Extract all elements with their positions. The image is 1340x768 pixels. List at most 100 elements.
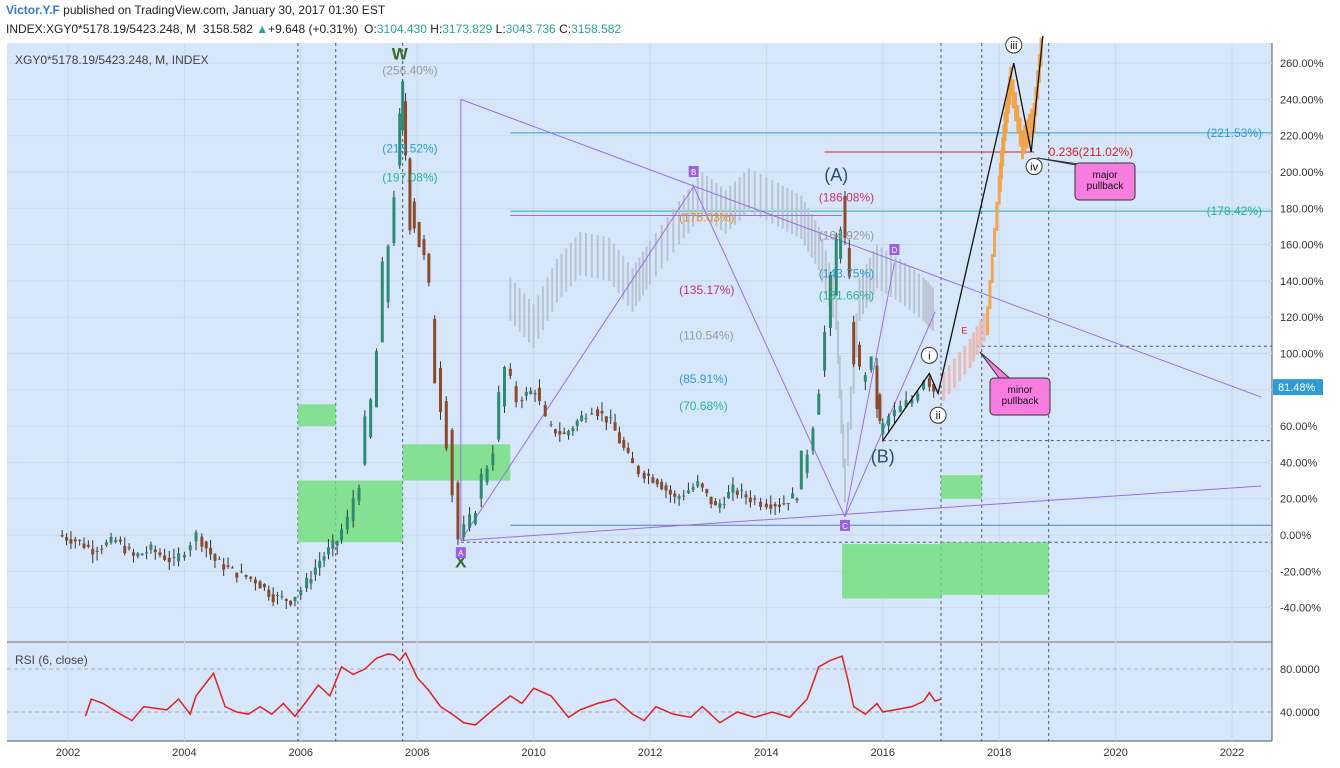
candle-body bbox=[705, 489, 709, 494]
candle-body bbox=[553, 429, 557, 434]
candle-body bbox=[392, 197, 396, 244]
projection-bar bbox=[995, 201, 999, 231]
candle-body bbox=[299, 590, 303, 596]
y-tick-label: 60.00% bbox=[1280, 421, 1318, 433]
candle-body bbox=[567, 431, 571, 436]
candle-body bbox=[881, 423, 885, 435]
candle-body bbox=[262, 584, 266, 588]
candle-body bbox=[718, 503, 722, 508]
note-box bbox=[989, 377, 1051, 416]
candle-body bbox=[664, 485, 668, 491]
candle-body bbox=[799, 450, 803, 490]
y-tick-label: 220.00% bbox=[1280, 131, 1324, 143]
fib-label: (256.40%) bbox=[382, 63, 437, 77]
candle-body bbox=[932, 383, 936, 392]
fib-label: (213.52%) bbox=[382, 141, 437, 155]
candle-body bbox=[834, 238, 838, 296]
candle-body bbox=[735, 490, 739, 495]
candle-body bbox=[322, 556, 326, 561]
candle-body bbox=[636, 465, 640, 475]
wave-circle bbox=[1005, 36, 1023, 54]
projection-bar bbox=[1030, 108, 1034, 138]
candle-body bbox=[904, 400, 908, 408]
candle-body bbox=[713, 501, 717, 506]
candle-body bbox=[709, 496, 713, 505]
candle-body bbox=[858, 344, 862, 367]
candle-body bbox=[748, 497, 752, 503]
candle-body bbox=[892, 409, 896, 417]
time-axis[interactable] bbox=[7, 741, 1272, 766]
projection-bar bbox=[963, 345, 967, 375]
fib-label: (131.66%) bbox=[819, 288, 874, 302]
candle-body bbox=[305, 577, 309, 589]
main-legend: XGY0*5178.19/5423.248, M, INDEX bbox=[15, 53, 208, 67]
candle-body bbox=[280, 596, 284, 598]
last-value-badge bbox=[1273, 379, 1323, 396]
candle-body bbox=[167, 557, 171, 563]
candle-body bbox=[127, 547, 131, 549]
projection-bar bbox=[968, 338, 972, 369]
candle-body bbox=[95, 550, 99, 552]
projection-bar bbox=[1023, 124, 1027, 154]
candle-body bbox=[604, 416, 608, 423]
candle-body bbox=[284, 598, 288, 601]
candle-body bbox=[700, 483, 704, 488]
elliott-wave-path bbox=[882, 35, 1044, 441]
candle-body bbox=[69, 539, 73, 544]
wave-circle bbox=[929, 406, 947, 424]
publish-info: published on TradingView.com, January 30… bbox=[63, 3, 386, 17]
candle-body bbox=[345, 516, 349, 530]
projection-bar bbox=[952, 358, 956, 388]
candle-body bbox=[580, 415, 584, 422]
candle-body bbox=[731, 484, 735, 493]
candle-body bbox=[131, 552, 135, 556]
rsi-tick-label: 80.0000 bbox=[1280, 664, 1320, 676]
candle-body bbox=[727, 491, 731, 499]
candle-body bbox=[408, 158, 412, 231]
candle-body bbox=[100, 548, 104, 550]
author-name[interactable]: Victor.Y.F bbox=[6, 3, 60, 17]
low-label: L: bbox=[495, 22, 506, 36]
wave-number-label: iii bbox=[1010, 40, 1017, 52]
candle-body bbox=[438, 367, 442, 413]
candle-body bbox=[462, 524, 466, 538]
x-tick-label: 2002 bbox=[56, 747, 80, 759]
candle-body bbox=[927, 378, 931, 388]
candle-body bbox=[326, 547, 330, 555]
pattern-point-label: B bbox=[691, 168, 696, 177]
candle-body bbox=[696, 481, 700, 487]
candle-body bbox=[596, 409, 600, 417]
candle-body bbox=[491, 453, 495, 466]
candle-body bbox=[82, 543, 86, 548]
projection-bar bbox=[942, 371, 946, 401]
candle-body bbox=[529, 390, 533, 394]
open-value: 3104.430 bbox=[376, 22, 427, 36]
candle-body bbox=[479, 473, 483, 499]
main-pane[interactable] bbox=[7, 43, 1272, 641]
candle-body bbox=[158, 552, 162, 556]
candle-body bbox=[617, 432, 621, 444]
candle-body bbox=[773, 504, 777, 507]
candle-body bbox=[209, 547, 213, 555]
candle-body bbox=[651, 477, 655, 483]
y-tick-label: 120.00% bbox=[1280, 312, 1324, 324]
projection-bar bbox=[979, 319, 983, 349]
fib-label: (164.92%) bbox=[819, 229, 874, 243]
pattern-line bbox=[844, 262, 895, 517]
candle-body bbox=[631, 458, 635, 464]
projection-bar bbox=[958, 352, 962, 382]
y-tick-label: -20.00% bbox=[1280, 566, 1321, 578]
candle-body bbox=[172, 557, 176, 559]
candle-body bbox=[852, 321, 856, 365]
wave-number-label: i bbox=[928, 350, 930, 362]
projection-bar bbox=[1009, 66, 1013, 96]
candle-body bbox=[450, 430, 454, 496]
fib-label: (143.75%) bbox=[819, 267, 874, 281]
x-tick-label: 2012 bbox=[638, 747, 662, 759]
candle-body bbox=[863, 375, 867, 382]
candle-body bbox=[609, 417, 613, 419]
note-text: pullback bbox=[1002, 396, 1040, 407]
rsi-pane[interactable] bbox=[7, 643, 1272, 741]
candle-body bbox=[293, 597, 297, 601]
